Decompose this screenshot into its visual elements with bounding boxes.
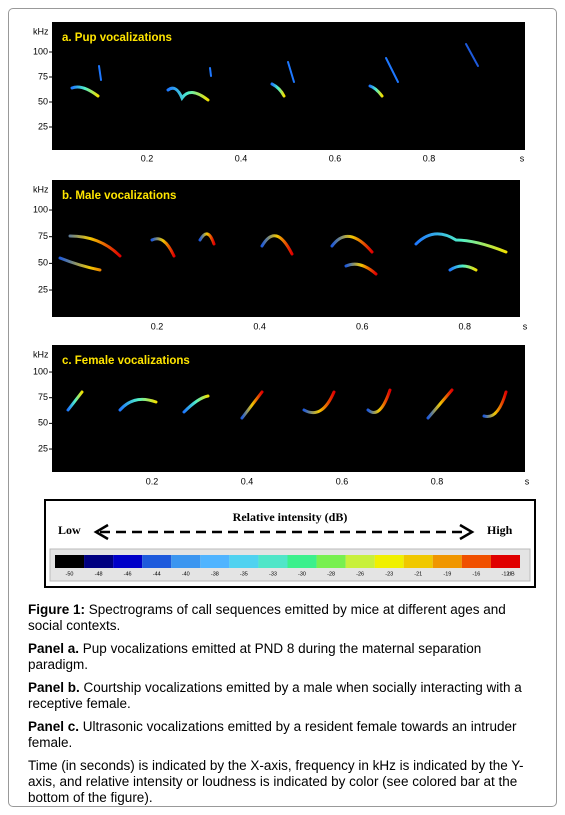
scale-label: -35	[240, 571, 248, 577]
scale-label: -21	[414, 571, 422, 577]
x-tick-label: 0.6	[356, 321, 369, 331]
scale-label: -48	[95, 571, 103, 577]
y-tick-label: 25	[38, 284, 48, 294]
scale-label: -16	[472, 571, 480, 577]
y-tick-label: 75	[38, 71, 48, 81]
x-tick-label: 0.6	[329, 153, 342, 163]
x-tick-label: 0.6	[336, 476, 349, 486]
spectrogram-a	[52, 22, 525, 150]
arrow-heads	[93, 523, 475, 541]
x-tick-label: 0.4	[235, 153, 248, 163]
color-cell	[374, 555, 404, 568]
color-cell	[345, 555, 375, 568]
scale-label: -26	[356, 571, 364, 577]
spectrogram-c	[52, 345, 525, 472]
scale-label: -28	[327, 571, 335, 577]
caption-text: Spectrograms of call sequences emitted b…	[28, 602, 506, 633]
color-cell	[287, 555, 317, 568]
legend-high: High	[487, 523, 513, 537]
scale-label: -44	[153, 571, 161, 577]
color-cell	[258, 555, 288, 568]
scale-label: -23	[385, 571, 393, 577]
y-unit: kHz	[33, 184, 49, 194]
caption-text: Time (in seconds) is indicated by the X-…	[28, 758, 524, 805]
caption-text: Pup vocalizations emitted at PND 8 durin…	[28, 641, 482, 672]
color-cell	[200, 555, 230, 568]
x-tick-label: 0.8	[431, 476, 444, 486]
y-tick-label: 100	[33, 46, 48, 56]
x-tick-label: 0.8	[459, 321, 472, 331]
scale-label: -12	[501, 571, 509, 577]
figure: Low Relative intensity (dB) High a. Pup …	[33, 22, 536, 588]
legend-title: Relative intensity (dB)	[233, 510, 348, 524]
x-tick-label: 0.2	[151, 321, 164, 331]
color-cell	[142, 555, 172, 568]
x-unit: s	[525, 476, 530, 486]
scale-label: dB	[508, 571, 515, 577]
caption-paragraph: Panel b. Courtship vocalizations emitted…	[28, 680, 543, 712]
color-cell	[403, 555, 433, 568]
scale-label: -40	[182, 571, 190, 577]
x-tick-label: 0.4	[253, 321, 266, 331]
scale-label: -30	[298, 571, 306, 577]
color-cell	[229, 555, 259, 568]
caption-lead: Panel a.	[28, 641, 80, 656]
color-cell	[461, 555, 491, 568]
x-tick-label: 0.4	[241, 476, 254, 486]
caption-lead: Panel c.	[28, 719, 80, 734]
legend-low: Low	[58, 523, 81, 537]
caption: Figure 1: Spectrograms of call sequences…	[28, 602, 543, 813]
panel-title: b. Male vocalizations	[62, 190, 176, 202]
scale-label: -33	[269, 571, 277, 577]
y-tick-label: 100	[33, 204, 48, 214]
caption-text: Ultrasonic vocalizations emitted by a re…	[28, 719, 517, 750]
scale-label: -38	[211, 571, 219, 577]
color-cell	[55, 555, 85, 568]
caption-paragraph: Panel c. Ultrasonic vocalizations emitte…	[28, 719, 543, 751]
y-unit: kHz	[33, 26, 49, 36]
x-tick-label: 0.2	[141, 153, 154, 163]
spectrogram-b	[52, 180, 520, 317]
color-cell	[316, 555, 346, 568]
scale-label: -46	[124, 571, 132, 577]
caption-lead: Figure 1:	[28, 602, 86, 617]
y-tick-label: 25	[38, 443, 48, 453]
color-cell	[171, 555, 201, 568]
caption-paragraph: Figure 1: Spectrograms of call sequences…	[28, 602, 543, 634]
y-tick-label: 50	[38, 418, 48, 428]
panel-title: a. Pup vocalizations	[62, 32, 172, 44]
y-unit: kHz	[33, 349, 49, 359]
color-cell	[490, 555, 520, 568]
color-cell	[432, 555, 462, 568]
caption-paragraph: Time (in seconds) is indicated by the X-…	[28, 758, 543, 806]
y-tick-label: 50	[38, 96, 48, 106]
caption-lead: Panel b.	[28, 680, 80, 695]
call-traces	[58, 43, 508, 420]
y-tick-label: 75	[38, 392, 48, 402]
y-tick-label: 50	[38, 258, 48, 268]
caption-paragraph: Panel a. Pup vocalizations emitted at PN…	[28, 641, 543, 673]
color-cell	[113, 555, 143, 568]
scale-label: -19	[443, 571, 451, 577]
scale-label: -50	[66, 571, 74, 577]
color-cell	[84, 555, 114, 568]
y-tick-label: 100	[33, 366, 48, 376]
x-tick-label: 0.8	[423, 153, 436, 163]
y-tick-label: 75	[38, 231, 48, 241]
panel-title: c. Female vocalizations	[62, 355, 190, 367]
x-tick-label: 0.2	[146, 476, 159, 486]
x-unit: s	[520, 153, 525, 163]
figure-frame	[8, 8, 557, 807]
x-unit: s	[523, 321, 528, 331]
caption-text: Courtship vocalizations emitted by a mal…	[28, 680, 522, 711]
y-tick-label: 25	[38, 121, 48, 131]
